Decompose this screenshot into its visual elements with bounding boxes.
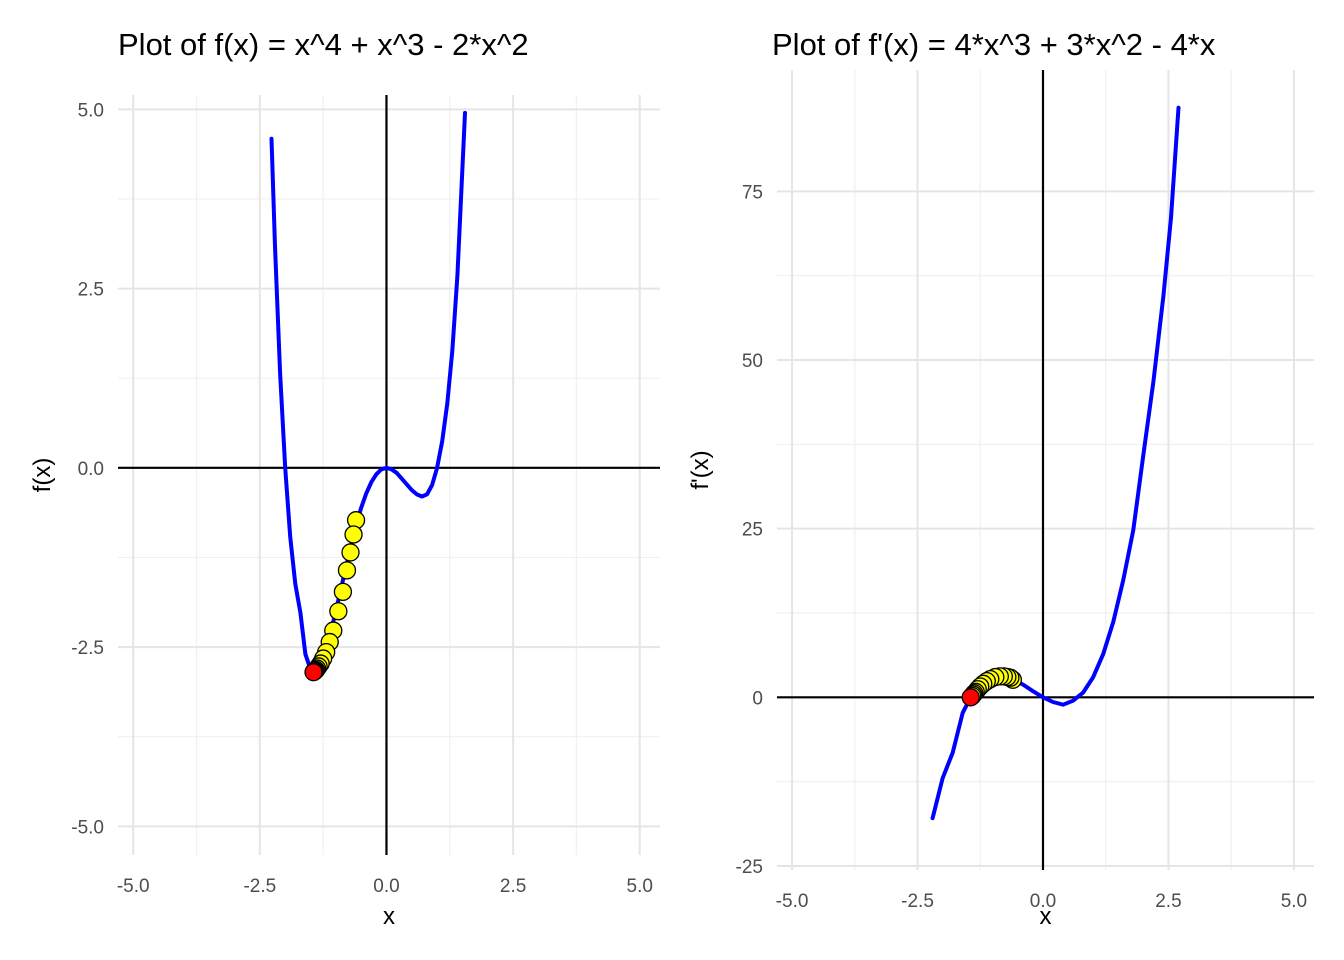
y-tick-label: -5.0 bbox=[71, 817, 104, 838]
gradient-step-point bbox=[329, 602, 348, 621]
x-tick-label: 2.5 bbox=[1155, 891, 1181, 912]
fprime-plot-svg: -5.0 -2.5 0.0 2.5 5.0 -25 0 25 50 75 x f'(x) Plot of… bbox=[687, 27, 1314, 930]
x-tick-label: 0.0 bbox=[373, 876, 399, 897]
y-tick-label: -25 bbox=[736, 857, 763, 878]
chart-title: Plot of f(x) = x^4 + x^3 - 2*x^2 bbox=[118, 27, 529, 62]
y-axis-label: f(x) bbox=[29, 458, 56, 493]
f-plot-svg: -5.0 -2.5 0.0 2.5 5.0 -5.0 -2.5 0.0 2.5 5.0 x f(x) P… bbox=[29, 27, 660, 930]
x-tick-label: -2.5 bbox=[901, 891, 934, 912]
x-tick-label: 5.0 bbox=[627, 876, 653, 897]
y-tick-label: -2.5 bbox=[71, 638, 104, 659]
y-tick-label: 25 bbox=[742, 520, 763, 541]
minimum-point bbox=[304, 663, 323, 682]
x-tick-label: 5.0 bbox=[1281, 891, 1307, 912]
y-tick-label: 0.0 bbox=[78, 459, 104, 480]
y-tick-label: 2.5 bbox=[78, 280, 104, 301]
x-axis-label: x bbox=[1040, 903, 1052, 930]
minimum-point bbox=[961, 688, 980, 707]
y-tick-label: 50 bbox=[742, 351, 763, 372]
x-axis-label: x bbox=[383, 903, 395, 930]
chart-title: Plot of f'(x) = 4*x^3 + 3*x^2 - 4*x bbox=[772, 27, 1216, 62]
function-curve bbox=[930, 105, 1181, 821]
x-tick-label: -2.5 bbox=[243, 876, 276, 897]
x-tick-label: 0.0 bbox=[1030, 891, 1056, 912]
gradient-step-point bbox=[337, 561, 357, 580]
gradient-step-point bbox=[341, 543, 360, 562]
y-axis-label: f'(x) bbox=[687, 450, 714, 489]
gradient-step-point bbox=[344, 525, 363, 544]
x-tick-label: -5.0 bbox=[776, 891, 809, 912]
y-tick-label: 0 bbox=[752, 688, 763, 709]
chart-panel-f: -5.0 -2.5 0.0 2.5 5.0 -5.0 -2.5 0.0 2.5 5.0 x f(x) P… bbox=[29, 27, 660, 930]
chart-panel-fprime: -5.0 -2.5 0.0 2.5 5.0 -25 0 25 50 75 x f'(x) Plot of… bbox=[672, 0, 1344, 960]
function-curve bbox=[269, 110, 467, 675]
y-tick-label: 75 bbox=[742, 182, 763, 203]
y-tick-label: 5.0 bbox=[78, 100, 104, 121]
gradient-step-point bbox=[333, 582, 353, 602]
x-tick-label: -5.0 bbox=[117, 876, 150, 897]
x-tick-label: 2.5 bbox=[500, 876, 526, 897]
